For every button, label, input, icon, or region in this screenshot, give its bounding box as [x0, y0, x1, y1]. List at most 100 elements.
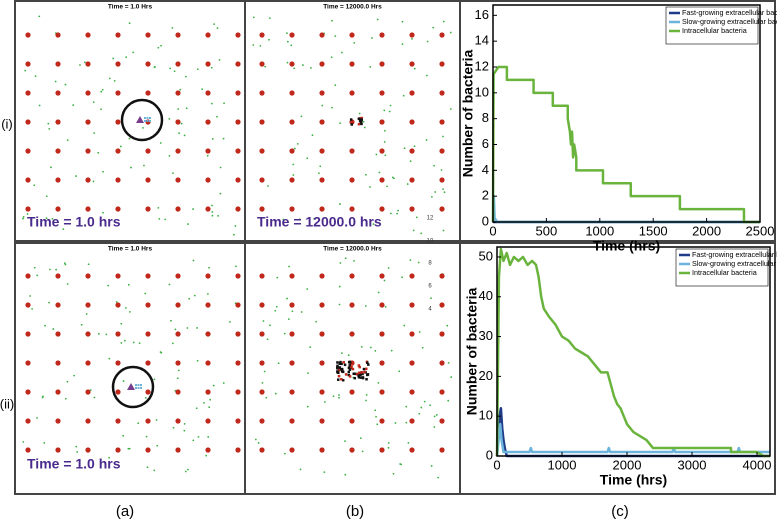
blood-vessel — [409, 90, 415, 96]
bacteria — [140, 384, 142, 386]
blood-vessel — [439, 389, 445, 395]
green-cell — [183, 429, 186, 432]
immune-cell — [365, 367, 368, 371]
green-cell — [208, 266, 210, 269]
immune-cell — [339, 360, 342, 364]
green-cell — [410, 38, 413, 40]
immune-cell — [337, 368, 341, 372]
green-cell — [268, 38, 270, 41]
green-cell — [433, 426, 436, 428]
immune-cell — [362, 367, 366, 371]
green-cell — [93, 396, 96, 399]
green-cell — [283, 452, 286, 455]
y-tick-label: 20 — [479, 368, 493, 383]
x-tick-label: 500 — [536, 223, 558, 238]
blood-vessel — [379, 273, 385, 279]
green-cell — [413, 145, 416, 148]
green-cell — [211, 211, 214, 213]
immune-cell — [358, 119, 362, 122]
panel-frame — [459, 0, 776, 242]
green-cell — [125, 306, 127, 309]
immune-cell — [353, 376, 357, 380]
bacteria — [144, 120, 146, 122]
blood-vessel — [55, 389, 61, 395]
blood-vessel — [439, 32, 445, 38]
x-tick-label: 1500 — [639, 223, 668, 238]
green-cell — [102, 170, 104, 173]
green-cell — [300, 115, 303, 118]
blood-vessel — [379, 119, 385, 125]
immune-cell — [363, 370, 366, 374]
green-cell — [184, 470, 187, 473]
green-cell — [75, 175, 78, 177]
green-cell — [407, 441, 410, 444]
blood-vessel — [55, 148, 61, 154]
green-cell — [318, 172, 320, 175]
blood-vessel — [439, 206, 445, 212]
green-cell — [363, 126, 366, 129]
green-cell — [120, 322, 123, 325]
green-cell — [183, 134, 186, 137]
immune-cell — [361, 372, 364, 376]
blood-vessel — [379, 61, 385, 67]
blood-vessel — [259, 302, 265, 308]
green-cell — [180, 122, 183, 125]
blood-vessel — [319, 273, 325, 279]
green-cell — [344, 440, 346, 443]
immune-cell — [359, 376, 363, 379]
green-cell — [97, 151, 100, 154]
blood-vessel — [235, 389, 241, 395]
green-cell — [229, 321, 231, 323]
green-cell — [22, 215, 25, 218]
blood-vessel — [85, 206, 91, 212]
green-cell — [302, 64, 304, 66]
blood-vessel — [115, 302, 121, 308]
immune-cell — [350, 365, 353, 369]
green-cell — [127, 447, 130, 450]
immune-cell — [348, 368, 352, 371]
blood-vessel — [145, 206, 151, 212]
green-cell — [286, 32, 288, 35]
green-cell — [113, 79, 116, 82]
green-cell — [396, 212, 398, 215]
green-cell — [262, 320, 265, 322]
blood-vessel — [85, 177, 91, 183]
green-cell — [156, 444, 159, 447]
green-cell — [402, 94, 405, 97]
blood-vessel — [175, 389, 181, 395]
bacteria — [144, 117, 146, 119]
green-cell — [168, 155, 171, 157]
green-cell — [254, 438, 257, 441]
immune-cell — [357, 371, 361, 375]
green-cell — [339, 203, 341, 205]
blood-vessel — [409, 360, 415, 366]
blood-vessel — [319, 90, 325, 96]
blood-vessel — [55, 206, 61, 212]
green-cell — [298, 218, 301, 221]
y-tick-label: 30 — [479, 328, 493, 343]
green-cell — [210, 102, 213, 105]
blood-vessel — [319, 206, 325, 212]
bacteria — [146, 117, 149, 119]
green-cell — [132, 341, 135, 344]
y-tick-label: 12 — [475, 58, 489, 73]
green-cell — [207, 436, 210, 438]
immune-cell — [366, 361, 369, 365]
series-line — [495, 247, 770, 458]
blood-vessel — [349, 177, 355, 183]
blood-vessel — [205, 148, 211, 154]
legend-box — [665, 6, 759, 45]
blood-vessel — [349, 389, 355, 395]
blood-vessel — [439, 331, 445, 337]
green-cell — [384, 154, 387, 157]
immune-cell — [347, 366, 351, 370]
green-cell — [159, 351, 162, 353]
blood-vessel — [409, 389, 415, 395]
green-cell — [383, 279, 386, 282]
blood-vessel — [175, 177, 181, 183]
green-cell — [64, 397, 67, 400]
immune-cell — [340, 378, 343, 381]
green-cell — [216, 27, 219, 29]
green-cell — [282, 218, 285, 221]
